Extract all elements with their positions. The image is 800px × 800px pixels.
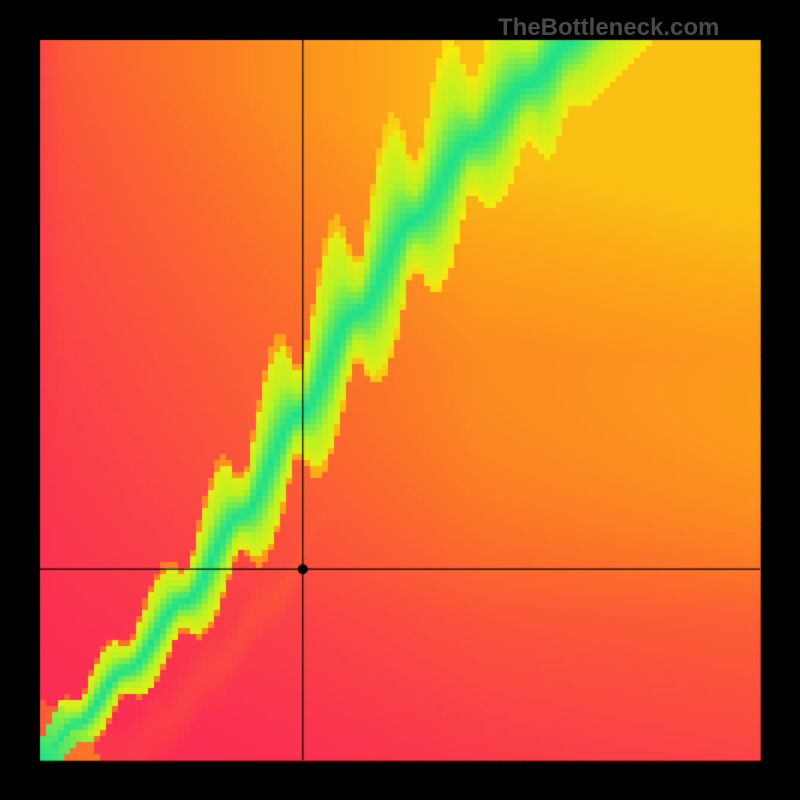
bottleneck-heatmap (0, 0, 800, 800)
watermark-text: TheBottleneck.com (498, 14, 719, 42)
